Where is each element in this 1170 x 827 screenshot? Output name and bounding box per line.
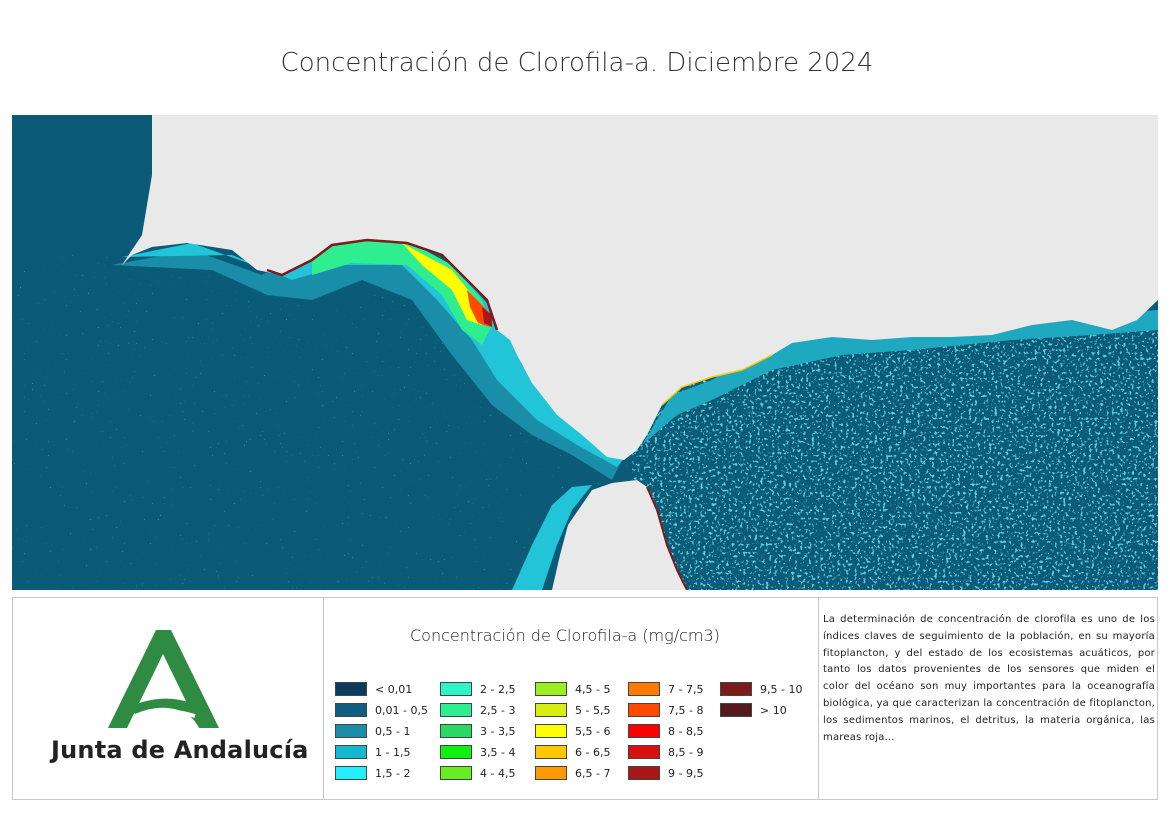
africa-coastal-band	[512, 485, 592, 590]
panel-divider	[323, 598, 324, 799]
legend-label: 5,5 - 6	[575, 724, 611, 738]
legend-item: 2 - 2,5	[440, 681, 515, 697]
legend-label: < 0,01	[375, 682, 413, 696]
legend-item: 3 - 3,5	[440, 723, 515, 739]
legend-swatch	[335, 682, 367, 696]
legend-swatch	[335, 703, 367, 717]
legend-label: 2,5 - 3	[480, 703, 516, 717]
legend-swatch	[720, 682, 752, 696]
legend-swatch	[535, 766, 567, 780]
legend-item: 0,5 - 1	[335, 723, 410, 739]
legend-label: 1,5 - 2	[375, 766, 411, 780]
legend-item: 4 - 4,5	[440, 765, 515, 781]
legend-item: 5,5 - 6	[535, 723, 610, 739]
legend-swatch	[535, 745, 567, 759]
legend-swatch	[440, 745, 472, 759]
junta-logo-icon	[108, 630, 219, 728]
legend-label: 0,01 - 0,5	[375, 703, 428, 717]
legend-item: 9,5 - 10	[720, 681, 802, 697]
page-title: Concentración de Clorofila-a. Diciembre …	[280, 48, 874, 78]
legend-swatch	[335, 724, 367, 738]
coastline-spain-med	[661, 354, 773, 406]
legend-item: 5 - 5,5	[535, 702, 610, 718]
legend-item: < 0,01	[335, 681, 412, 697]
legend-item: 1,5 - 2	[335, 765, 410, 781]
land-africa	[552, 480, 687, 590]
legend-item: > 10	[720, 702, 787, 718]
legend-label: > 10	[760, 703, 787, 717]
legend-swatch	[335, 745, 367, 759]
legend-swatch	[628, 703, 660, 717]
legend-swatch	[535, 703, 567, 717]
chlorophyll-map	[12, 115, 1158, 590]
coastal-band-outer	[112, 240, 622, 480]
legend-label: 5 - 5,5	[575, 703, 611, 717]
legend-swatch	[440, 682, 472, 696]
description-text: La determinación de concentración de clo…	[823, 614, 1155, 743]
legend-item: 2,5 - 3	[440, 702, 515, 718]
legend-swatch	[535, 682, 567, 696]
legend-swatch	[628, 766, 660, 780]
map-graphic	[12, 115, 1158, 590]
legend-label: 9 - 9,5	[668, 766, 704, 780]
legend-label: 4 - 4,5	[480, 766, 516, 780]
legend-swatch	[535, 724, 567, 738]
legend-item: 8,5 - 9	[628, 744, 703, 760]
legend-swatch	[628, 745, 660, 759]
legend-item: 9 - 9,5	[628, 765, 703, 781]
info-panel: Junta de Andalucía Concentración de Clor…	[12, 597, 1158, 800]
legend-label: 1 - 1,5	[375, 745, 411, 759]
legend-label: 4,5 - 5	[575, 682, 611, 696]
legend-swatch	[628, 724, 660, 738]
high-chlorophyll-core	[402, 243, 482, 325]
legend-item: 7,5 - 8	[628, 702, 703, 718]
high-chlorophyll-zone	[312, 235, 492, 345]
logo-text: Junta de Andalucía	[51, 736, 309, 764]
legend-item: 0,01 - 0,5	[335, 702, 428, 718]
legend-swatch	[440, 766, 472, 780]
legend-label: 7 - 7,5	[668, 682, 704, 696]
logo-box: Junta de Andalucía	[13, 598, 323, 799]
legend-swatch	[440, 703, 472, 717]
legend-swatch	[720, 703, 752, 717]
legend-label: 9,5 - 10	[760, 682, 803, 696]
coastal-band-inner	[122, 235, 627, 467]
legend-label: 2 - 2,5	[480, 682, 516, 696]
panel-divider	[818, 598, 819, 799]
coastline-africa	[646, 486, 688, 590]
high-chlorophyll-spot	[482, 307, 492, 327]
legend-label: 0,5 - 1	[375, 724, 411, 738]
legend-title: Concentración de Clorofila-a (mg/cm3)	[410, 626, 720, 645]
legend-swatch	[440, 724, 472, 738]
legend-item: 3,5 - 4	[440, 744, 515, 760]
legend-label: 7,5 - 8	[668, 703, 704, 717]
legend-label: 6 - 6,5	[575, 745, 611, 759]
legend-item: 8 - 8,5	[628, 723, 703, 739]
legend-item: 1 - 1,5	[335, 744, 410, 760]
legend-label: 3 - 3,5	[480, 724, 516, 738]
legend-label: 3,5 - 4	[480, 745, 516, 759]
coastline-spain-atlantic	[266, 238, 499, 331]
legend-swatch	[335, 766, 367, 780]
legend-swatch	[628, 682, 660, 696]
legend-item: 6 - 6,5	[535, 744, 610, 760]
legend-item: 7 - 7,5	[628, 681, 703, 697]
legend-label: 8,5 - 9	[668, 745, 704, 759]
legend-item: 4,5 - 5	[535, 681, 610, 697]
legend-label: 8 - 8,5	[668, 724, 704, 738]
land-spain	[12, 115, 1158, 460]
legend-label: 6,5 - 7	[575, 766, 611, 780]
legend-item: 6,5 - 7	[535, 765, 610, 781]
